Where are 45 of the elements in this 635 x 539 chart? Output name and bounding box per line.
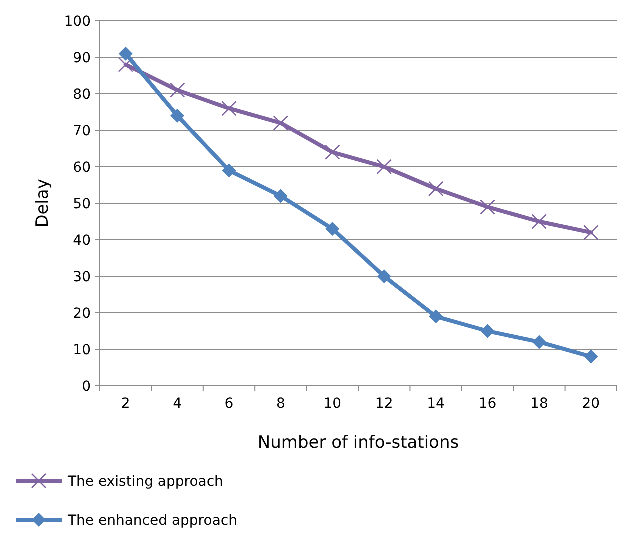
x-tick-label: 16 xyxy=(478,396,497,412)
point xyxy=(584,225,599,240)
point xyxy=(273,116,289,131)
x-tick-label: 6 xyxy=(224,396,234,412)
point xyxy=(377,270,392,284)
point xyxy=(376,159,392,175)
y-tick-label: 70 xyxy=(73,123,91,140)
y-tick-label: 20 xyxy=(73,306,91,322)
point xyxy=(170,108,185,123)
point xyxy=(118,46,133,61)
legend-label: The enhanced approach xyxy=(67,512,238,529)
y-tick-label: 90 xyxy=(73,50,91,66)
x-tick-label: 12 xyxy=(375,396,394,412)
point xyxy=(326,222,340,236)
x-tick-label: 20 xyxy=(582,396,600,412)
point xyxy=(480,200,496,215)
y-tick-label: 80 xyxy=(73,86,91,103)
y-tick-label: 30 xyxy=(73,269,91,286)
y-tick-label: 100 xyxy=(64,14,91,30)
point xyxy=(429,310,444,324)
y-tick-label: 0 xyxy=(82,378,91,395)
x-tick-label: 18 xyxy=(530,396,548,412)
point xyxy=(480,324,495,338)
point xyxy=(222,164,236,178)
y-tick-label: 40 xyxy=(73,232,91,249)
y-axis-title: Delay xyxy=(33,179,53,228)
x-tick-label: 8 xyxy=(276,396,286,412)
point xyxy=(118,57,134,72)
point xyxy=(274,189,288,204)
point xyxy=(170,82,186,98)
x-tick-label: 14 xyxy=(427,396,446,412)
legend-label: The existing approach xyxy=(67,474,224,490)
point xyxy=(584,350,598,364)
point xyxy=(325,144,340,160)
y-tick-label: 10 xyxy=(73,342,91,358)
x-axis-title: Number of info-stations xyxy=(258,433,460,453)
x-tick-label: 10 xyxy=(324,396,342,412)
y-tick-label: 60 xyxy=(73,160,91,176)
point xyxy=(428,181,444,197)
y-tick-label: 50 xyxy=(73,196,91,212)
x-tick-label: 4 xyxy=(173,396,182,412)
point xyxy=(532,335,546,350)
point xyxy=(532,214,548,230)
point xyxy=(222,100,237,116)
x-tick-label: 2 xyxy=(121,396,130,412)
